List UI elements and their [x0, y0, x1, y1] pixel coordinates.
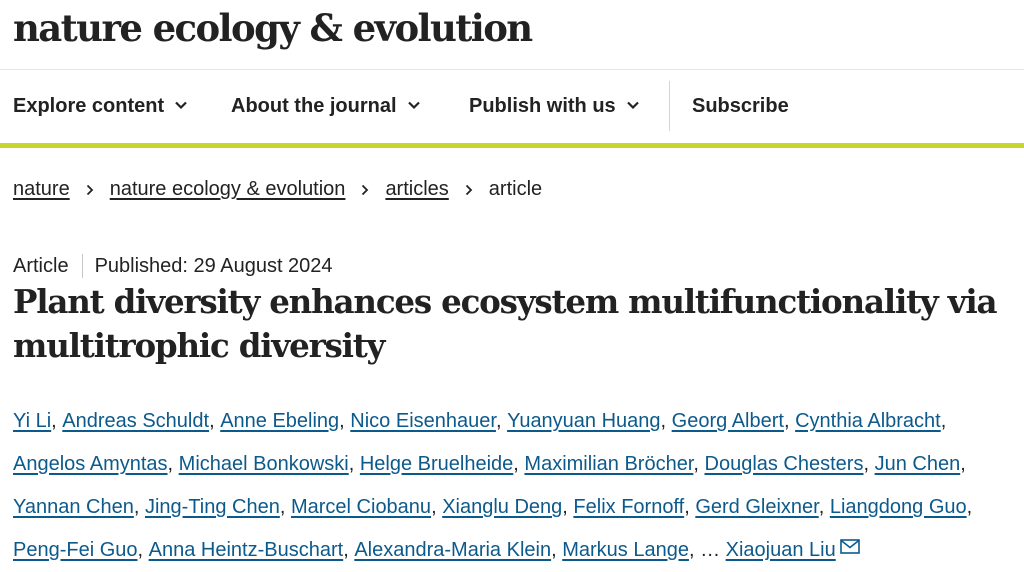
accent-bar	[0, 143, 1024, 148]
author-link[interactable]: Peng-Fei Guo	[13, 539, 138, 561]
author-item: Jing-Ting Chen,	[144, 496, 291, 518]
author-item: Felix Fornoff,	[573, 496, 696, 518]
author-item: Jun Chen,	[874, 453, 966, 475]
breadcrumb-articles[interactable]: articles	[385, 178, 449, 200]
header-divider	[0, 69, 1024, 70]
author-link[interactable]: Marcel Ciobanu	[290, 496, 432, 518]
author-item: Anna Heintz-Buschart,	[148, 539, 355, 561]
author-item: Liangdong Guo,	[829, 496, 973, 518]
nav-about-label: About the journal	[231, 95, 397, 117]
author-link[interactable]: Yannan Chen	[13, 496, 134, 518]
main-nav: Explore content About the journal Publis…	[0, 70, 1024, 143]
author-item: Angelos Amyntas,	[13, 453, 179, 475]
author-link[interactable]: Felix Fornoff	[573, 496, 685, 518]
author-link[interactable]: Nico Eisenhauer	[350, 410, 496, 432]
author-item: Cynthia Albracht,	[795, 410, 947, 432]
ellipsis-text: …	[700, 539, 721, 561]
breadcrumb: nature nature ecology & evolution articl…	[13, 178, 542, 201]
author-item: Peng-Fei Guo,	[13, 539, 149, 561]
meta-divider	[81, 254, 83, 278]
author-item: Marcel Ciobanu,	[290, 496, 443, 518]
chevron-right-icon	[362, 184, 369, 195]
author-item: Nico Eisenhauer,	[350, 410, 508, 432]
author-link[interactable]: Markus Lange	[562, 539, 689, 561]
author-link[interactable]: Angelos Amyntas	[13, 453, 168, 475]
breadcrumb-nature[interactable]: nature	[13, 178, 70, 200]
article-meta: Article Published: 29 August 2024	[13, 254, 333, 278]
author-link[interactable]: Michael Bonkowski	[178, 453, 349, 475]
author-link[interactable]: Anna Heintz-Buschart	[148, 539, 344, 561]
author-link[interactable]: Andreas Schuldt	[62, 410, 210, 432]
chevron-down-icon	[626, 101, 639, 109]
author-item: Alexandra-Maria Klein,	[354, 539, 563, 561]
author-item: Markus Lange,	[562, 539, 701, 561]
author-item: Xianglu Deng,	[442, 496, 574, 518]
article-title: Plant diversity enhances ecosystem multi…	[13, 282, 998, 365]
author-link[interactable]: Cynthia Albracht	[795, 410, 941, 432]
author-list: Yi Li, Andreas Schuldt, Anne Ebeling, Ni…	[13, 400, 1013, 572]
author-item: Yi Li,	[13, 410, 63, 432]
author-item: Anne Ebeling,	[220, 410, 351, 432]
author-link[interactable]: Jing-Ting Chen	[144, 496, 280, 518]
author-link[interactable]: Anne Ebeling	[220, 410, 340, 432]
author-link[interactable]: Alexandra-Maria Klein	[354, 539, 552, 561]
article-type: Article	[13, 254, 69, 277]
author-item: Xiaojuan Liu	[726, 539, 860, 561]
nav-about-journal[interactable]: About the journal	[231, 70, 422, 143]
author-item: Helge Bruelheide,	[359, 453, 525, 475]
author-link-corresponding[interactable]: Xiaojuan Liu	[725, 539, 836, 561]
author-item: Douglas Chesters,	[704, 453, 875, 475]
author-link[interactable]: Yi Li	[13, 410, 52, 432]
nav-subscribe-label: Subscribe	[692, 95, 789, 117]
author-link[interactable]: Maximilian Bröcher	[524, 453, 694, 475]
nav-publish-label: Publish with us	[469, 95, 616, 117]
nav-publish-with-us[interactable]: Publish with us	[469, 70, 641, 143]
author-item: Gerd Gleixner,	[695, 496, 830, 518]
author-link[interactable]: Yuanyuan Huang	[507, 410, 661, 432]
author-ellipsis[interactable]: …	[700, 539, 726, 561]
mail-icon[interactable]	[839, 539, 860, 554]
nav-separator	[669, 81, 670, 131]
author-item: Yuanyuan Huang,	[507, 410, 672, 432]
nav-explore-content[interactable]: Explore content	[13, 70, 189, 143]
author-link[interactable]: Liangdong Guo	[829, 496, 967, 518]
breadcrumb-journal[interactable]: nature ecology & evolution	[109, 178, 346, 200]
author-link[interactable]: Douglas Chesters	[704, 453, 864, 475]
author-link[interactable]: Xianglu Deng	[442, 496, 563, 518]
nav-explore-label: Explore content	[13, 95, 165, 117]
chevron-right-icon	[86, 184, 93, 195]
chevron-down-icon	[407, 101, 420, 109]
chevron-down-icon	[175, 101, 187, 109]
author-item: Michael Bonkowski,	[178, 453, 360, 475]
author-link[interactable]: Jun Chen	[874, 453, 961, 475]
author-link[interactable]: Georg Albert	[671, 410, 784, 432]
author-item: Andreas Schuldt,	[62, 410, 221, 432]
journal-logo[interactable]: nature ecology & evolution	[13, 6, 533, 50]
author-item: Yannan Chen,	[13, 496, 145, 518]
chevron-right-icon	[465, 184, 473, 195]
author-link[interactable]: Helge Bruelheide	[359, 453, 514, 475]
author-link[interactable]: Gerd Gleixner	[695, 496, 819, 518]
breadcrumb-current: article	[488, 178, 543, 200]
publish-date: Published: 29 August 2024	[94, 254, 333, 277]
author-item: Maximilian Bröcher,	[524, 453, 705, 475]
author-item: Georg Albert,	[671, 410, 796, 432]
nav-subscribe[interactable]: Subscribe	[692, 70, 789, 143]
